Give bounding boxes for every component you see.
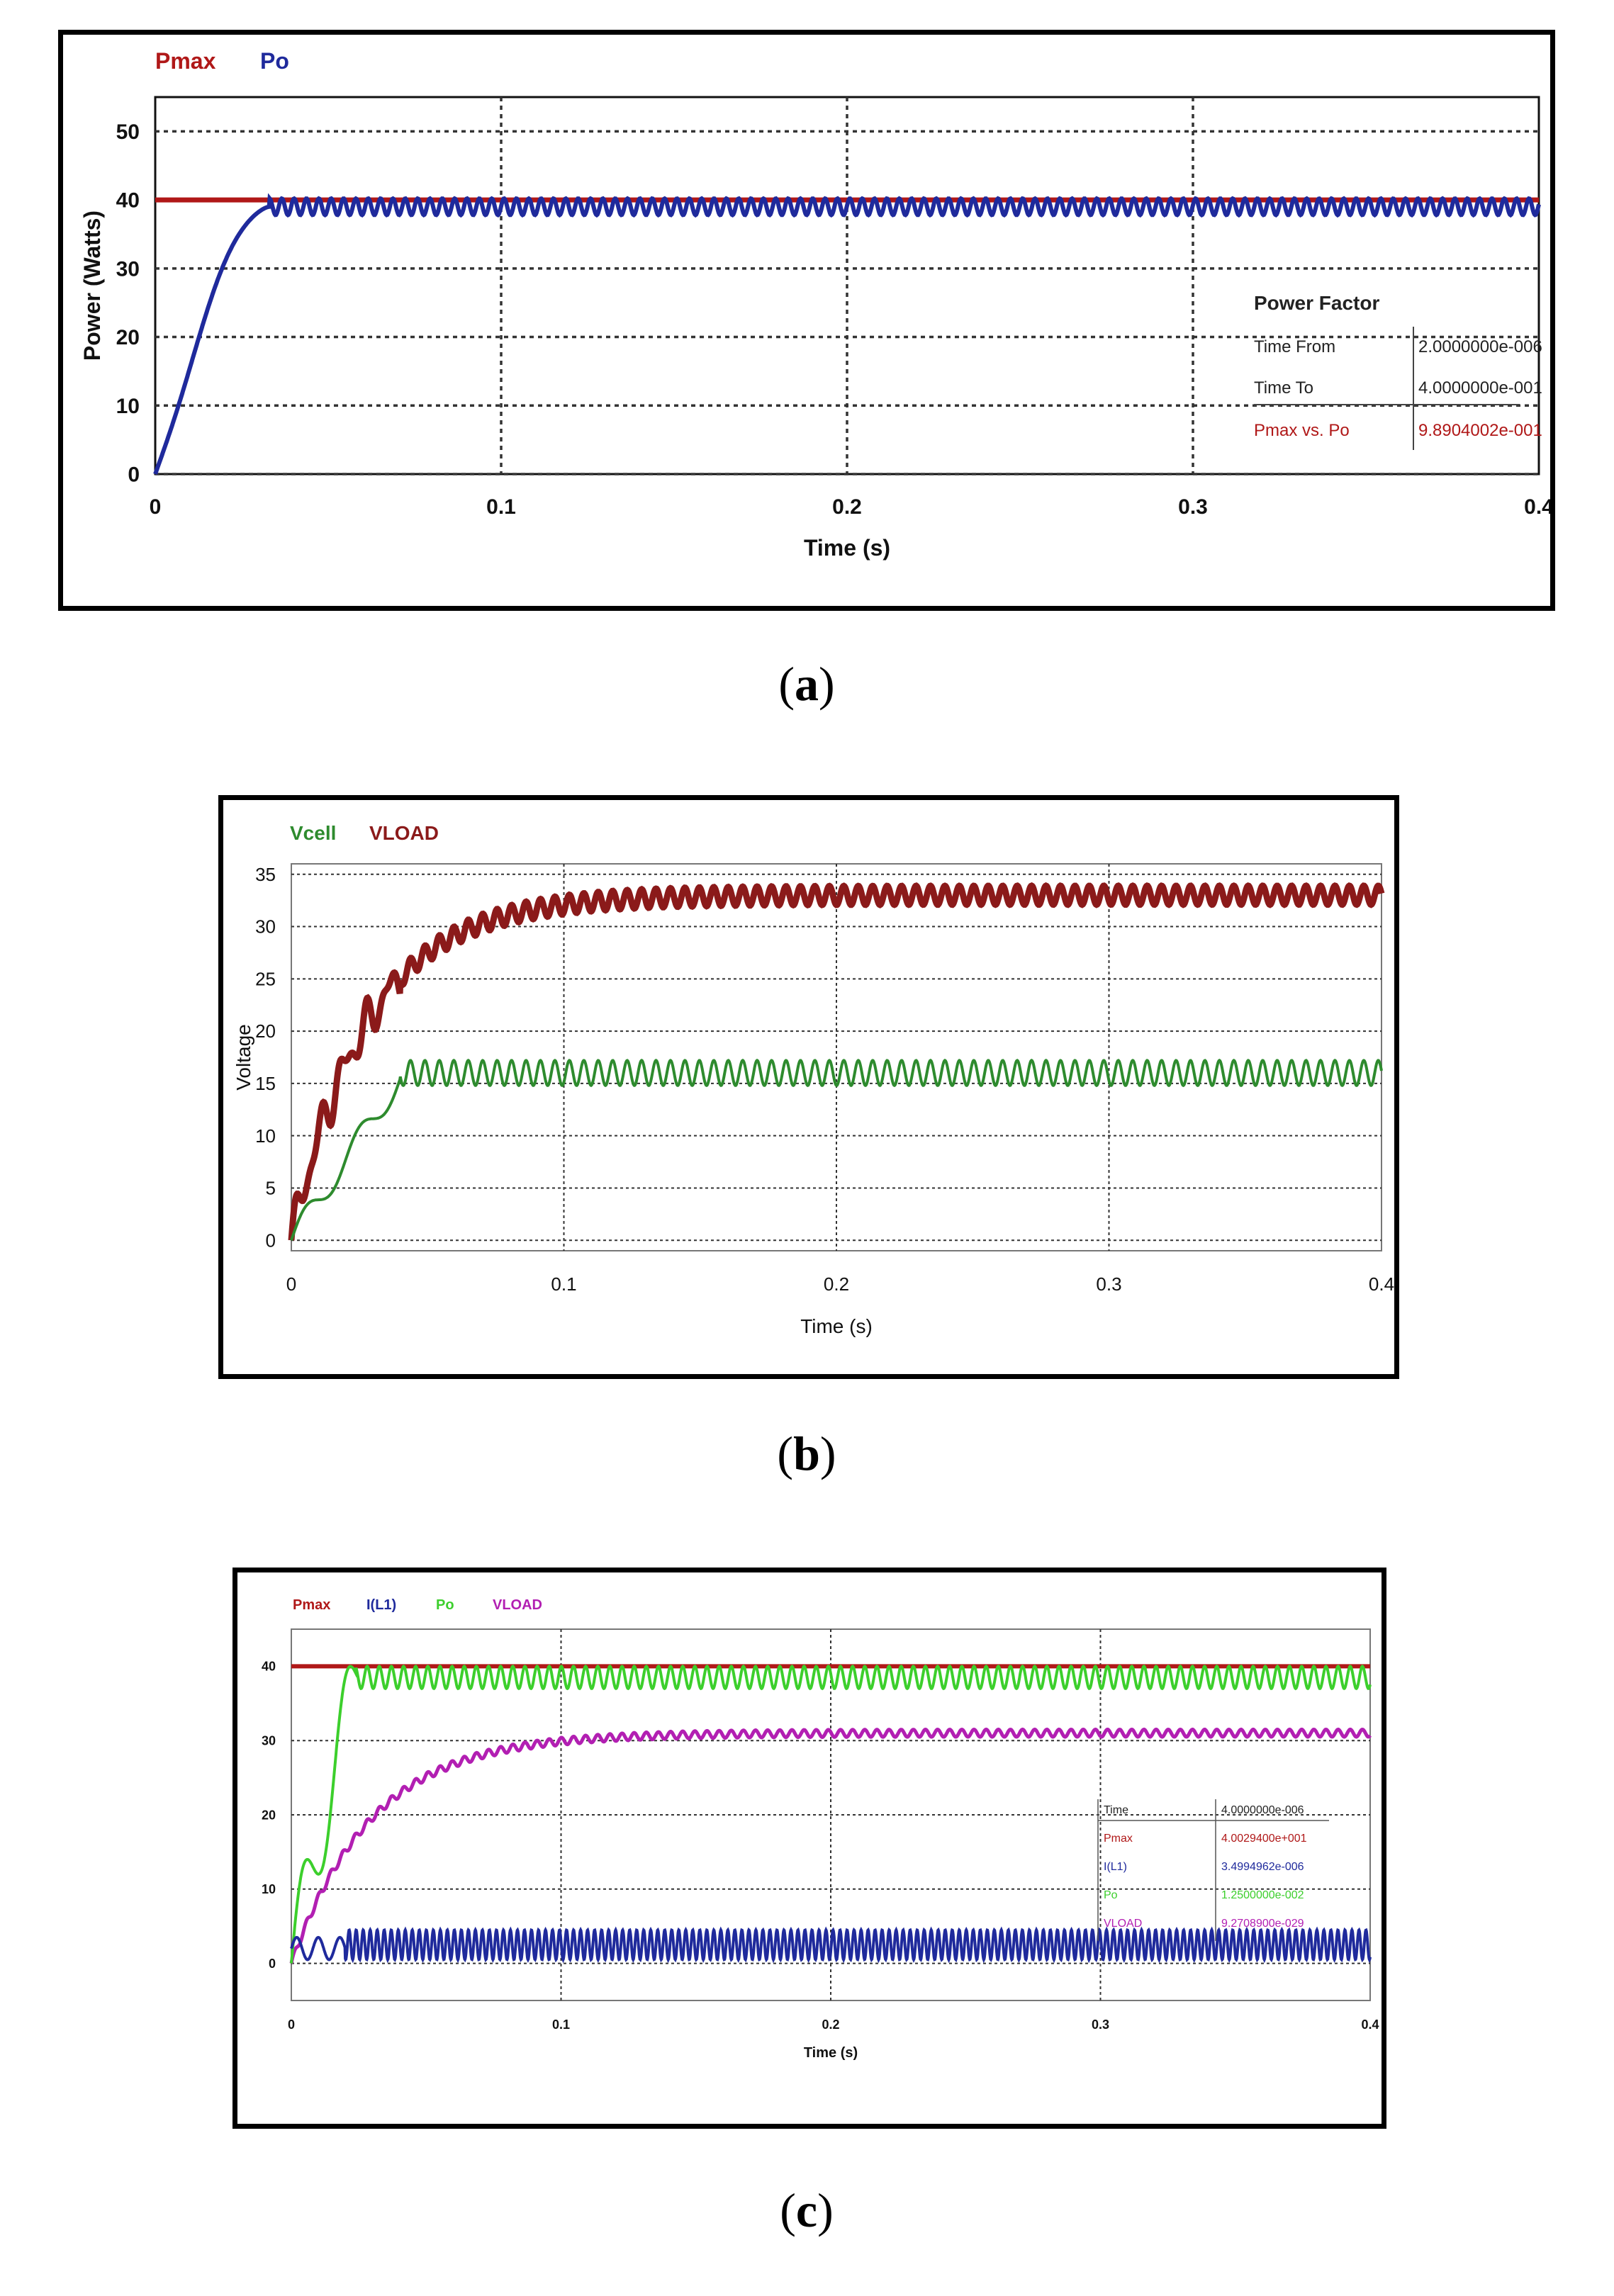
- table-value-c: 1.2500000e-002: [1221, 1889, 1304, 1901]
- y-tick-label-b: 0: [266, 1229, 276, 1251]
- caption-b-letter: b: [793, 1426, 820, 1480]
- y-tick-label-a: 10: [116, 395, 140, 418]
- chart-a-svg: 0 0.1 0.2 0.3 0.4 0 10 20 30 40 50 Time (s) Power (W…: [79, 48, 1550, 561]
- y-tick-label-b: 25: [255, 968, 276, 989]
- table-label-c: I(L1): [1104, 1861, 1127, 1873]
- y-tick-label-b: 10: [255, 1125, 276, 1147]
- chart-panel-b: 0 0.1 0.2 0.3 0.4 0 5 10 15 20 25 30 35 Time (s) Volta…: [218, 795, 1399, 1379]
- table-value-a: 4.0000000e-001: [1418, 378, 1542, 398]
- legend-entry-pmax: Pmax: [155, 48, 216, 74]
- y-axis-label-b: Voltage: [232, 1024, 254, 1090]
- x-axis-label-c: Time (s): [804, 2045, 858, 2061]
- x-tick-label-b: 0.2: [824, 1273, 849, 1295]
- legend-entry-vcell: Vcell: [290, 822, 336, 844]
- y-tick-label-b: 35: [255, 864, 276, 885]
- table-label-c: VLOAD: [1104, 1918, 1142, 1930]
- table-value-c: 9.2708900e-029: [1221, 1918, 1304, 1930]
- chart-panel-a: 0 0.1 0.2 0.3 0.4 0 10 20 30 40 50 Time (s) Power (W…: [58, 30, 1555, 611]
- x-tick-label-b: 0.1: [551, 1273, 576, 1295]
- y-tick-label-b: 5: [266, 1178, 276, 1199]
- series-po-a: [153, 193, 1541, 475]
- x-axis-label-b: Time (s): [800, 1315, 873, 1337]
- caption-b: (b): [777, 1426, 836, 1480]
- table-value-c: 4.0029400e+001: [1221, 1833, 1307, 1845]
- x-tick-label-a: 0.2: [832, 495, 862, 519]
- x-tick-label-c: 0.2: [822, 2018, 839, 2032]
- x-tick-label-b: 0.3: [1096, 1273, 1121, 1295]
- table-label-c: Time: [1104, 1804, 1128, 1816]
- caption-a-letter: a: [795, 657, 819, 711]
- table-title-a: Power Factor: [1254, 292, 1379, 314]
- x-tick-label-a: 0.3: [1178, 495, 1208, 519]
- y-tick-label-a: 0: [128, 463, 140, 487]
- y-tick-label-c: 10: [262, 1882, 276, 1896]
- x-tick-label-c: 0: [288, 2018, 295, 2032]
- series-vcell-b: [290, 1059, 1383, 1241]
- chart-panel-c: 0 0.1 0.2 0.3 0.4 0 10 20 30 40 Time (s) Pmax I(L1) P…: [232, 1568, 1386, 2129]
- y-tick-label-c: 20: [262, 1808, 276, 1822]
- y-tick-label-b: 30: [255, 916, 276, 938]
- y-tick-label-a: 50: [116, 120, 140, 144]
- legend-entry-vload: VLOAD: [493, 1597, 542, 1613]
- y-tick-label-a: 20: [116, 326, 140, 349]
- chart-c-svg: 0 0.1 0.2 0.3 0.4 0 10 20 30 40 Time (s) Pmax I(L1) P…: [262, 1597, 1379, 2061]
- x-tick-label-a: 0: [150, 495, 162, 519]
- legend-entry-po: Po: [436, 1597, 454, 1613]
- series-il1-c: [290, 1926, 1372, 1964]
- legend-entry-vload: VLOAD: [369, 822, 439, 844]
- x-tick-label-c: 0.1: [552, 2018, 570, 2032]
- x-axis-label-a: Time (s): [804, 535, 890, 561]
- chart-b-svg: 0 0.1 0.2 0.3 0.4 0 5 10 15 20 25 30 35 Time (s) Volta…: [232, 822, 1394, 1337]
- y-tick-label-a: 40: [116, 189, 140, 213]
- x-tick-label-c: 0.4: [1361, 2018, 1379, 2032]
- y-tick-label-c: 30: [262, 1734, 276, 1748]
- y-axis-label-a: Power (Watts): [79, 210, 105, 361]
- table-label-c: Pmax: [1104, 1833, 1133, 1845]
- legend-entry-po: Po: [260, 48, 289, 74]
- table-value-a: 2.0000000e-006: [1418, 337, 1542, 356]
- y-tick-label-b: 20: [255, 1020, 276, 1042]
- x-tick-label-b: 0: [286, 1273, 296, 1295]
- caption-c-letter: c: [795, 2183, 818, 2237]
- table-value-c: 4.0000000e-006: [1221, 1804, 1304, 1816]
- series-vload-c: [289, 1727, 1372, 1964]
- y-tick-label-c: 40: [262, 1660, 276, 1674]
- table-label-a: Time To: [1254, 378, 1313, 398]
- table-label-c: Po: [1104, 1889, 1118, 1901]
- x-tick-label-c: 0.3: [1092, 2018, 1109, 2032]
- legend-entry-il1: I(L1): [366, 1597, 396, 1613]
- x-tick-label-a: 0.4: [1524, 495, 1550, 519]
- table-value-a: 9.8904002e-001: [1418, 421, 1542, 440]
- table-label-a: Pmax vs. Po: [1254, 421, 1350, 440]
- caption-c: (c): [780, 2183, 834, 2237]
- y-tick-label-b: 15: [255, 1073, 276, 1094]
- caption-a: (a): [778, 657, 835, 711]
- series-vload-b: [288, 882, 1385, 1241]
- x-tick-label-b: 0.4: [1369, 1273, 1394, 1295]
- series-po-c: [290, 1664, 1372, 1964]
- legend-entry-pmax: Pmax: [293, 1597, 330, 1613]
- x-tick-label-a: 0.1: [486, 495, 516, 519]
- table-label-a: Time From: [1254, 337, 1335, 356]
- y-tick-label-a: 30: [116, 257, 140, 281]
- y-tick-label-c: 0: [269, 1957, 276, 1971]
- table-value-c: 3.4994962e-006: [1221, 1861, 1304, 1873]
